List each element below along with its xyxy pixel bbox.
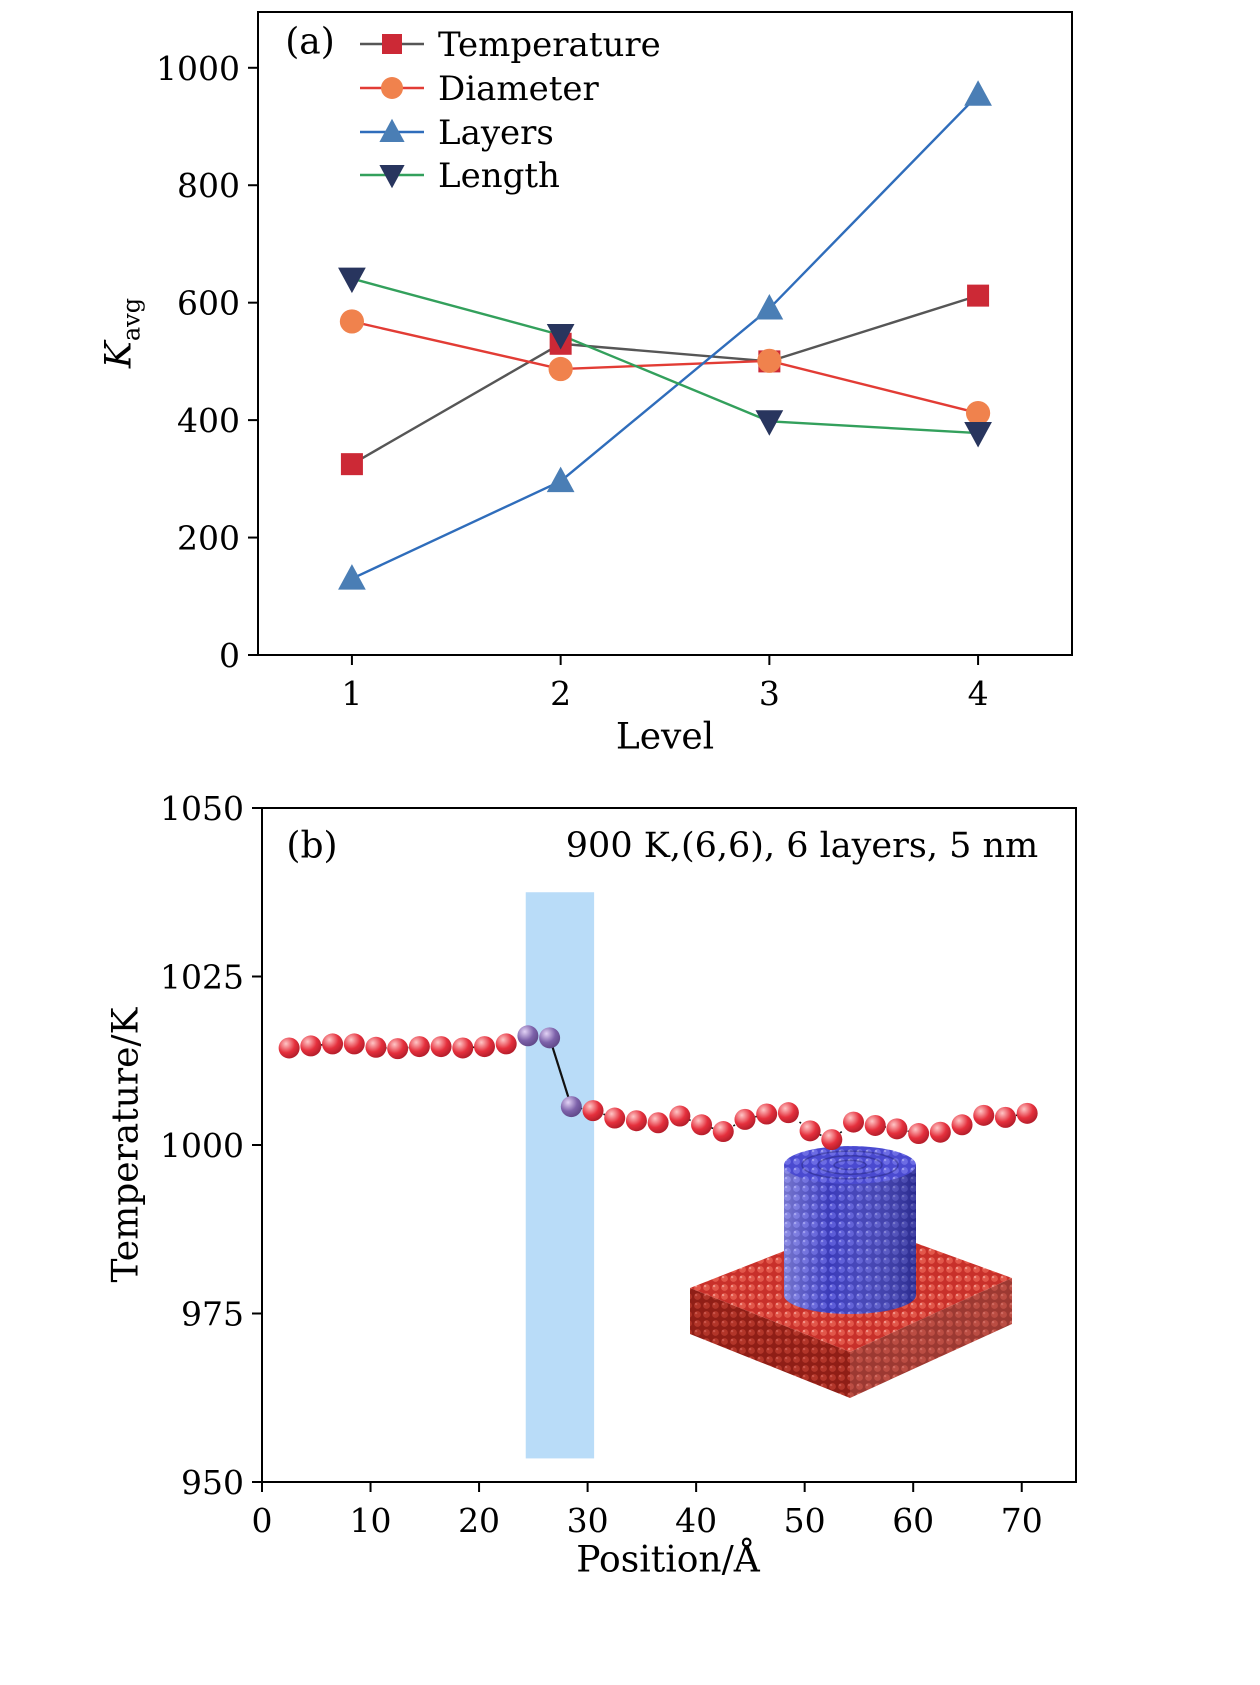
x-tick-label: 50 (784, 1501, 826, 1540)
data-point-length (546, 323, 575, 350)
data-point-sphere (756, 1103, 778, 1125)
x-tick-label: 20 (458, 1501, 500, 1540)
legend-marker (379, 165, 405, 189)
data-point-sphere (777, 1102, 799, 1124)
data-point-sphere (625, 1110, 647, 1132)
data-point-sphere (691, 1114, 713, 1136)
data-point-sphere (669, 1105, 691, 1127)
x-tick-label: 30 (567, 1501, 609, 1540)
y-tick-label: 1050 (160, 789, 244, 828)
data-point-sphere (994, 1106, 1016, 1128)
data-point-layers (964, 80, 992, 106)
data-point-diameter (757, 348, 782, 373)
nanotube-ring (833, 1159, 867, 1171)
highlight-band (525, 892, 595, 1459)
data-point-sphere (1016, 1102, 1038, 1124)
x-tick-label: 1 (341, 674, 362, 713)
data-point-sphere (300, 1035, 322, 1057)
y-tick-label: 975 (181, 1295, 244, 1334)
plot-frame (261, 807, 1077, 1483)
data-point-sphere (886, 1118, 908, 1140)
legend-label: Layers (438, 113, 554, 153)
data-point-sphere (278, 1037, 300, 1059)
x-tick-label: 0 (252, 1501, 273, 1540)
data-point-length (755, 410, 784, 436)
plot-frame (257, 11, 1073, 656)
legend-marker (381, 77, 403, 99)
x-tick-label: 2 (550, 674, 571, 713)
series-line-length (351, 277, 979, 435)
series-line-layers (351, 93, 979, 580)
series-line-diameter (351, 320, 979, 415)
data-point-sphere (929, 1121, 951, 1143)
data-point-sphere (973, 1104, 995, 1126)
x-tick-label: 4 (968, 674, 989, 713)
y-tick-label: 600 (177, 284, 240, 323)
data-point-temperature (967, 284, 990, 307)
y-tick-label: 1025 (160, 958, 244, 997)
data-point-sphere (517, 1025, 539, 1047)
data-point-sphere (322, 1033, 344, 1055)
legend-marker (382, 34, 402, 54)
x-tick-label: 10 (350, 1501, 392, 1540)
data-point-length (338, 267, 366, 294)
data-point-sphere (843, 1111, 865, 1133)
panel-a-chart: 1 2 3 4 0 200 400 600 800 1000 TemperatureDiameter… (156, 11, 1073, 713)
data-point-sphere (408, 1036, 430, 1058)
y-tick-label: 200 (177, 519, 240, 558)
data-point-sphere (864, 1114, 886, 1136)
y-tick-label: 1000 (156, 49, 240, 88)
data-point-sphere (647, 1112, 669, 1134)
legend-label: Length (438, 156, 560, 196)
data-point-sphere (560, 1096, 582, 1118)
data-point-sphere (343, 1033, 365, 1055)
data-point-diameter (965, 400, 991, 426)
substrate-right-face (850, 1278, 1012, 1398)
data-point-sphere (604, 1107, 626, 1129)
x-tick-label: 40 (675, 1501, 717, 1540)
series-line-temperature (351, 294, 979, 466)
data-point-sphere (821, 1129, 843, 1151)
data-point-diameter (339, 309, 365, 334)
temperature-drop-line (548, 1037, 573, 1107)
y-tick-label: 800 (177, 166, 240, 205)
data-point-length (964, 422, 992, 448)
data-point-sphere (387, 1038, 409, 1060)
data-point-sphere (908, 1123, 930, 1145)
legend-marker (379, 118, 405, 142)
legend-label: Temperature (438, 25, 661, 65)
data-point-sphere (473, 1036, 495, 1058)
nanotube-shading (784, 1165, 916, 1314)
y-tick-label: 400 (177, 401, 240, 440)
legend-label: Diameter (438, 69, 600, 109)
data-point-sphere (799, 1120, 821, 1142)
x-tick-label: 70 (1001, 1501, 1043, 1540)
data-point-temperature (340, 453, 363, 476)
y-tick-label: 950 (181, 1463, 244, 1502)
data-point-sphere (582, 1100, 604, 1122)
data-point-sphere (452, 1037, 474, 1059)
data-point-diameter (548, 356, 573, 382)
data-point-layers (338, 564, 366, 590)
data-point-sphere (712, 1121, 734, 1143)
data-point-sphere (495, 1033, 517, 1055)
inset-nanotube-on-substrate (690, 1146, 1012, 1398)
nanotube-ring (817, 1155, 883, 1175)
panel-b-chart: 0 10 20 30 40 50 60 70 950 975 1000 1025 1050 (160, 789, 1077, 1540)
x-tick-label: 60 (892, 1501, 934, 1540)
nanotube-top (784, 1146, 916, 1184)
y-tick-label: 1000 (160, 1126, 244, 1165)
data-point-sphere (539, 1027, 561, 1049)
substrate-left-face (690, 1288, 850, 1398)
nanotube-ring (801, 1150, 899, 1180)
data-point-sphere (734, 1108, 756, 1130)
data-point-layers (755, 294, 784, 320)
y-tick-label: 0 (219, 636, 240, 675)
data-point-sphere (365, 1036, 387, 1058)
x-tick-label: 3 (759, 674, 780, 713)
data-point-sphere (951, 1114, 973, 1136)
data-point-sphere (430, 1036, 452, 1058)
data-point-layers (546, 466, 575, 493)
